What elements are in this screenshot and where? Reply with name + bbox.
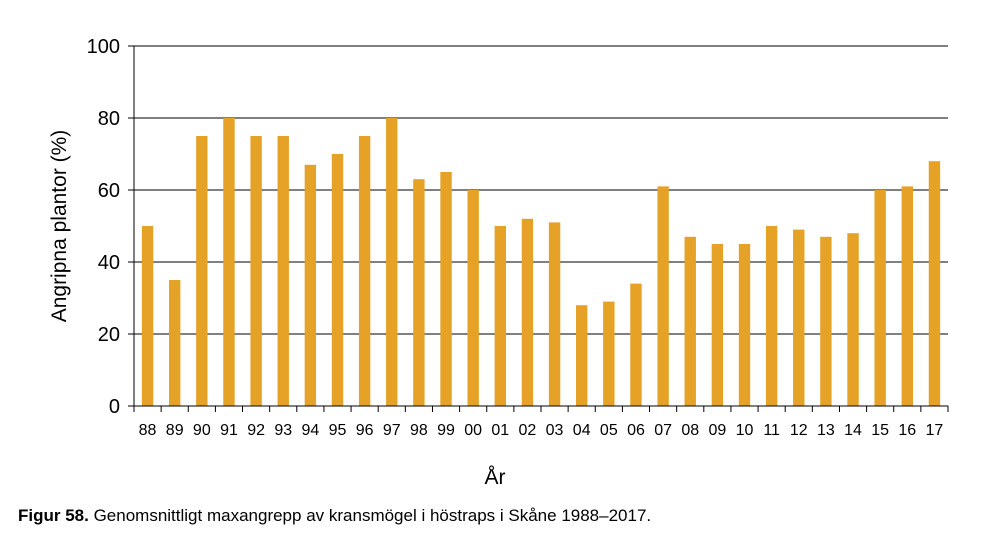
x-tick-labels: 88 89 90 91 92 93 94 95 96 97 98 99 00 01 02 03 04 05 06 07… bbox=[139, 422, 944, 439]
gridlines bbox=[134, 45, 948, 335]
x-tick-label: 10 bbox=[736, 422, 754, 439]
bar-09 bbox=[711, 244, 724, 406]
bar-92 bbox=[250, 136, 262, 406]
bar-89 bbox=[169, 280, 181, 406]
x-tick-label: 04 bbox=[573, 422, 591, 439]
bar-14 bbox=[847, 233, 859, 406]
bar-08 bbox=[684, 236, 696, 406]
x-tick-label: 93 bbox=[274, 422, 292, 439]
caption-text: Genomsnittligt maxangrepp av kransmögel … bbox=[88, 506, 652, 525]
axes bbox=[128, 45, 949, 412]
x-tick-label: 94 bbox=[301, 422, 319, 439]
x-tick-label: 97 bbox=[383, 422, 401, 439]
x-tick-label: 16 bbox=[898, 422, 916, 439]
bar-07 bbox=[657, 186, 669, 406]
x-tick-label: 95 bbox=[329, 422, 347, 439]
x-tick-label: 11 bbox=[763, 422, 780, 439]
x-tick-label: 06 bbox=[627, 422, 645, 439]
x-tick-label: 14 bbox=[844, 422, 862, 439]
y-axis-label: Angripna plantor (%) bbox=[48, 130, 71, 323]
y-tick-labels: 0 20 40 60 80 100 bbox=[87, 36, 120, 418]
bar-13 bbox=[820, 236, 832, 406]
x-tick-label: 91 bbox=[220, 422, 238, 439]
bar-02 bbox=[521, 218, 534, 406]
bar-98 bbox=[413, 179, 425, 406]
x-tick-label: 90 bbox=[193, 422, 211, 439]
x-tick-label: 05 bbox=[600, 422, 618, 439]
bar-99 bbox=[440, 172, 452, 406]
x-tick-label: 02 bbox=[519, 422, 537, 439]
x-tick-label: 15 bbox=[871, 422, 889, 439]
bar-16 bbox=[901, 186, 913, 406]
bar-93 bbox=[277, 136, 289, 406]
bar-11 bbox=[765, 226, 778, 406]
x-tick-label: 12 bbox=[790, 422, 808, 439]
y-tick-label: 0 bbox=[109, 396, 120, 418]
bar-01 bbox=[494, 226, 506, 406]
x-tick-label: 07 bbox=[654, 422, 672, 439]
x-tick-label: 13 bbox=[817, 422, 835, 439]
caption-label: Figur 58. bbox=[18, 506, 89, 525]
bar-12 bbox=[793, 229, 805, 406]
bar-88 bbox=[141, 226, 154, 406]
y-tick-label: 40 bbox=[98, 252, 120, 274]
bar-96 bbox=[358, 136, 371, 406]
bars bbox=[141, 118, 941, 406]
y-tick-label: 20 bbox=[98, 324, 120, 346]
bar-17 bbox=[928, 161, 941, 406]
x-tick-label: 96 bbox=[356, 422, 374, 439]
x-tick-label: 00 bbox=[464, 422, 482, 439]
y-tick-label: 80 bbox=[98, 108, 120, 130]
bar-03 bbox=[548, 222, 561, 406]
bar-10 bbox=[738, 244, 751, 406]
x-tick-label: 99 bbox=[437, 422, 455, 439]
x-tick-label: 89 bbox=[166, 422, 184, 439]
x-axis-label: År bbox=[485, 466, 506, 489]
x-tick-label: 09 bbox=[708, 422, 726, 439]
y-tick-label: 100 bbox=[87, 36, 120, 58]
x-tick-label: 08 bbox=[681, 422, 699, 439]
bar-04 bbox=[576, 305, 588, 406]
x-tick-label: 88 bbox=[139, 422, 157, 439]
x-tick-label: 01 bbox=[491, 422, 509, 439]
bar-91 bbox=[223, 118, 235, 406]
bar-00 bbox=[467, 190, 479, 406]
bar-97 bbox=[386, 118, 398, 406]
figure-caption: Figur 58. Genomsnittligt maxangrepp av k… bbox=[18, 506, 651, 526]
x-tick-label: 98 bbox=[410, 422, 428, 439]
bar-05 bbox=[603, 301, 615, 406]
x-tick-label: 03 bbox=[546, 422, 564, 439]
bar-95 bbox=[331, 154, 344, 406]
bar-90 bbox=[196, 136, 208, 406]
bar-15 bbox=[874, 190, 886, 406]
x-tick-label: 17 bbox=[926, 422, 944, 439]
x-tick-label: 92 bbox=[247, 422, 265, 439]
bar-94 bbox=[304, 164, 317, 406]
y-tick-label: 60 bbox=[98, 180, 120, 202]
bar-06 bbox=[630, 283, 642, 406]
